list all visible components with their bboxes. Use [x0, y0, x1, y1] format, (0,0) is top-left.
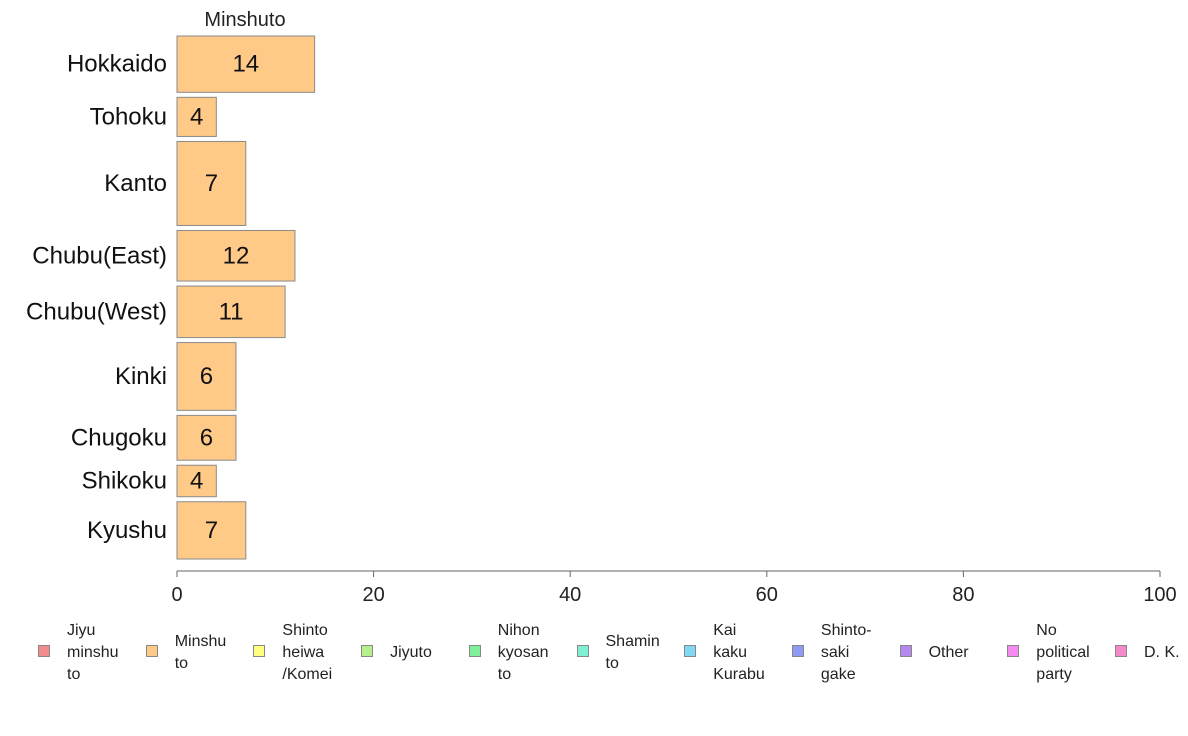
bar-chubu-east-: [176, 229, 296, 282]
bar-tohoku: [176, 96, 217, 137]
legend-swatch: [899, 645, 912, 657]
x-axis: 0 20 40 60 80 100: [171, 570, 1177, 606]
legend-item: Shinto- saki gake: [791, 620, 872, 686]
legend-item: Jiyu minshu to: [38, 620, 119, 686]
legend-label: D. K.: [1144, 644, 1180, 661]
category-label: Chubu(West): [26, 298, 167, 325]
chart-title: Minshuto: [204, 9, 285, 31]
legend-swatch: [468, 645, 481, 657]
legend-item: Nihon kyosan to: [468, 620, 549, 686]
category-label: Chugoku: [71, 424, 167, 451]
legend-item: Minshu to: [145, 620, 227, 686]
legend-swatch: [684, 645, 697, 657]
bar-kanto: [176, 140, 247, 226]
bar-kinki: [176, 342, 237, 411]
category-label: Kinki: [115, 363, 167, 390]
legend-swatch: [576, 645, 589, 657]
legend-label: Jiyu minshu to: [67, 622, 119, 683]
legend-swatch: [253, 645, 266, 657]
bar-value-label: 7: [205, 170, 218, 197]
legend-label: Nihon kyosan to: [497, 622, 549, 683]
legend-label: Shinto- saki gake: [820, 622, 872, 683]
bar-chugoku: [176, 414, 237, 461]
legend-swatch: [38, 645, 50, 657]
bar-hokkaido: [176, 35, 316, 93]
legend-label: Shamin to: [605, 633, 660, 672]
legend-item: Kai kaku Kurabu: [684, 620, 765, 686]
bar-value-label: 12: [223, 242, 250, 269]
legend-swatch: [1007, 645, 1020, 657]
category-label: Shikoku: [82, 467, 167, 494]
legend-swatch: [1115, 645, 1127, 657]
legend-item: No political party: [1007, 620, 1090, 686]
bar-value-label: 11: [219, 298, 244, 325]
bar-value-label: 7: [205, 517, 218, 544]
bar-value-label: 4: [190, 103, 203, 130]
x-tick-label: 20: [362, 584, 384, 606]
legend-swatch: [791, 645, 804, 657]
legend-item: Shamin to: [576, 620, 660, 686]
x-tick-label: 60: [756, 584, 778, 606]
bar-shikoku: [176, 464, 217, 498]
category-label: Kanto: [104, 170, 167, 197]
bar-chubu-west-: [176, 285, 286, 339]
legend-swatch: [145, 645, 158, 657]
x-tick-label: 40: [559, 584, 581, 606]
x-tick-label: 100: [1143, 584, 1176, 606]
legend-label: Minshu to: [174, 633, 227, 672]
bars-group: 14 Hokkaido 4 Tohoku 7 Kanto 12 Chubu(East) 11 Ch…: [26, 35, 316, 560]
legend-swatch: [361, 645, 374, 657]
category-label: Kyushu: [87, 517, 167, 544]
category-label: Tohoku: [90, 103, 167, 130]
bar-value-label: 14: [232, 51, 259, 78]
x-tick-label: 80: [952, 584, 974, 606]
legend-label: Kai kaku Kurabu: [713, 622, 765, 683]
legend-item: Shinto heiwa /Komei: [253, 620, 332, 686]
bar-value-label: 4: [190, 467, 203, 494]
legend-label: Shinto heiwa /Komei: [282, 622, 333, 683]
category-label: Hokkaido: [67, 51, 167, 78]
bar-kyushu: [176, 501, 247, 560]
legend-label: Other: [928, 644, 969, 661]
x-tick-label: 0: [171, 584, 182, 606]
bar-value-label: 6: [200, 424, 213, 451]
legend-label: No political party: [1036, 622, 1090, 683]
chart: Minshuto 14 Hokkaido 4 Tohoku 7 Kanto 12 Chubu(…: [26, 9, 1177, 606]
legend-label: Jiyuto: [390, 644, 432, 661]
legend: Jiyu minshu to Minshu to Shinto heiwa /Kom…: [38, 620, 1188, 690]
legend-item: D. K.: [1115, 620, 1180, 686]
bar-value-label: 6: [200, 363, 213, 390]
legend-item: Other: [899, 620, 969, 686]
category-label: Chubu(East): [32, 242, 167, 269]
legend-item: Jiyuto: [361, 620, 432, 686]
